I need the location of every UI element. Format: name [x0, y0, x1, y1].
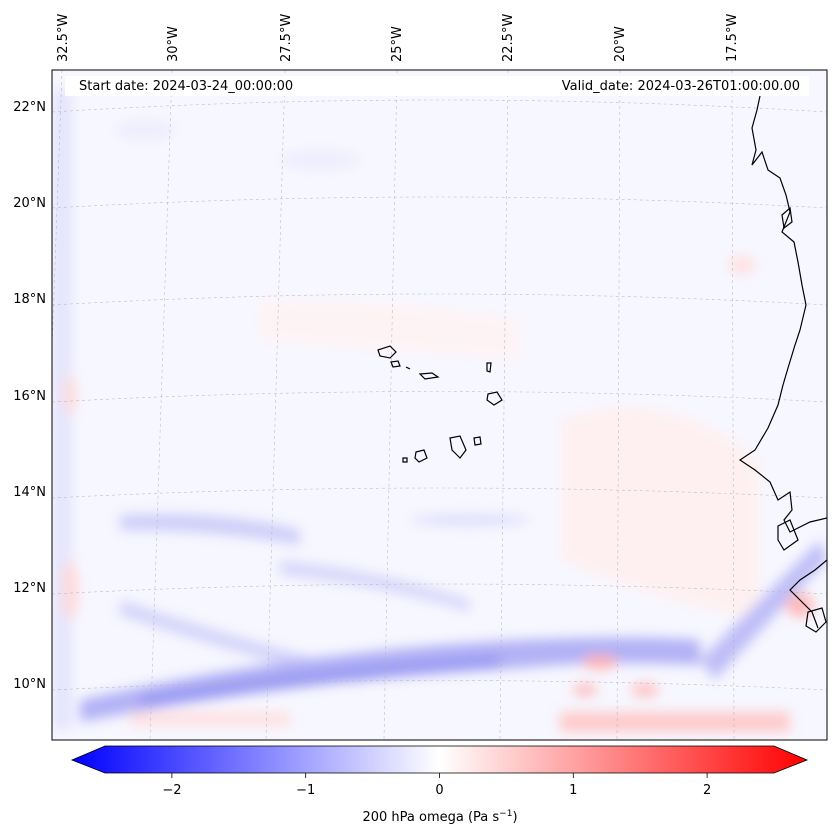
island-santiago	[449, 435, 467, 459]
colorbar-tick-label: −1	[296, 783, 315, 798]
island-santo-antao	[377, 345, 397, 359]
omega-field	[52, 70, 827, 740]
island-brava	[402, 457, 408, 463]
lat-label-12n: 12°N	[13, 581, 46, 596]
island-maio	[473, 436, 482, 446]
lon-label-32-5w: 32.5°W	[56, 14, 71, 62]
colorbar-tick-label: 0	[435, 783, 443, 798]
lon-label-27-5w: 27.5°W	[279, 14, 294, 62]
lon-label-30w: 30°W	[166, 26, 181, 62]
lon-label-25w: 25°W	[390, 26, 405, 62]
start-date-text: Start date: 2024-03-24_00:00:00	[79, 79, 293, 94]
lon-label-22-5w: 22.5°W	[501, 14, 516, 62]
plot-frame	[51, 69, 828, 741]
island-fogo	[414, 449, 428, 463]
africa-coastline	[738, 95, 827, 629]
colorbar-tick-label: −2	[162, 783, 181, 798]
latitude-labels: 22°N 20°N 18°N 16°N 14°N 12°N 10°N	[13, 100, 46, 692]
lat-label-18n: 18°N	[13, 292, 46, 307]
colorbar-label: 200 hPa omega (Pa s−1)	[362, 809, 517, 825]
lon-label-20w: 20°W	[613, 26, 628, 62]
island-sao-nicolau	[418, 372, 440, 380]
colorbar-ticks: −2 −1 0 1 2	[162, 773, 711, 798]
coastline	[738, 95, 827, 633]
lat-label-14n: 14°N	[13, 485, 46, 500]
info-bar	[65, 76, 809, 96]
colorbar: −2 −1 0 1 2 200 hPa omega (Pa s−1)	[70, 745, 809, 825]
colorbar-body	[70, 745, 809, 774]
longitude-labels: 32.5°W 30°W 27.5°W 25°W 22.5°W 20°W 17.5…	[56, 14, 740, 62]
island-sal	[486, 362, 492, 373]
lat-label-20n: 20°N	[13, 196, 46, 211]
island-sao-vicente	[390, 360, 401, 368]
island-boa-vista	[486, 391, 503, 406]
lat-label-16n: 16°N	[13, 389, 46, 404]
lon-label-17-5w: 17.5°W	[725, 14, 740, 62]
islands	[377, 345, 503, 463]
colorbar-tick-label: 1	[569, 783, 577, 798]
lat-label-10n: 10°N	[13, 677, 46, 692]
gridlines	[52, 70, 827, 740]
colorbar-tick-label: 2	[703, 783, 711, 798]
lat-label-22n: 22°N	[13, 100, 46, 115]
valid-date-text: Valid_date: 2024-03-26T01:00:00.00	[562, 79, 800, 94]
